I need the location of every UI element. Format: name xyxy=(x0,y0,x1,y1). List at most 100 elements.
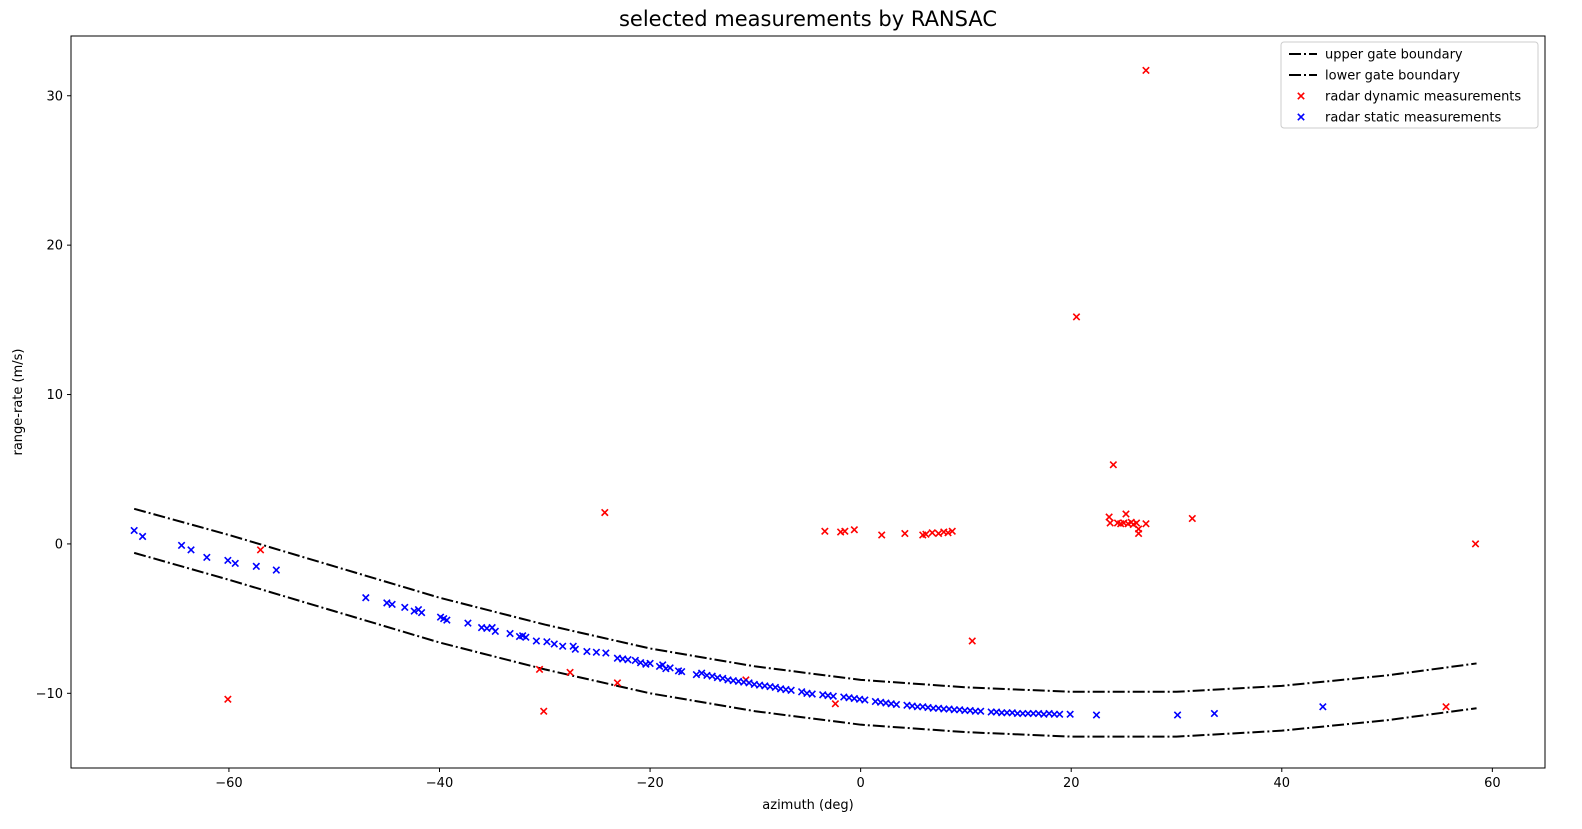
legend-box xyxy=(1280,41,1539,129)
data-point xyxy=(850,525,859,534)
data-point xyxy=(829,692,838,701)
y-axis-label: range-rate (m/s) xyxy=(11,349,26,456)
data-point xyxy=(1106,519,1114,527)
x-tick-label: 0 xyxy=(857,776,865,791)
data-point xyxy=(1173,711,1182,719)
data-point xyxy=(666,664,674,672)
gate-line xyxy=(133,507,1477,693)
data-point xyxy=(138,532,147,541)
data-point xyxy=(464,619,472,627)
legend-label: radar static measurements xyxy=(1325,111,1502,126)
legend-item: radar dynamic measurements xyxy=(1297,90,1521,105)
legend-label: radar dynamic measurements xyxy=(1325,90,1521,105)
data-point xyxy=(808,690,816,698)
x-axis-label: azimuth (deg) xyxy=(762,798,853,813)
data-point xyxy=(1210,709,1219,718)
data-point xyxy=(718,674,727,683)
legend-label: upper gate boundary xyxy=(1325,48,1463,63)
data-point xyxy=(550,640,559,648)
data-point xyxy=(256,546,265,554)
data-point xyxy=(928,528,937,537)
x-tick-label: 40 xyxy=(1274,776,1291,791)
data-point xyxy=(522,633,530,642)
data-point xyxy=(388,600,396,609)
y-tick-label: 30 xyxy=(46,89,63,104)
data-point xyxy=(177,541,186,550)
legend-marker-swatch xyxy=(1297,113,1305,121)
data-point xyxy=(506,629,514,638)
x-tick-label: −40 xyxy=(426,776,453,791)
data-point xyxy=(697,669,706,677)
data-point xyxy=(1092,711,1101,719)
data-point xyxy=(1105,513,1113,521)
data-point xyxy=(646,659,654,668)
series-radar-static-measurements xyxy=(130,526,1327,719)
data-point xyxy=(558,642,567,651)
data-point xyxy=(417,608,426,617)
data-point xyxy=(539,707,548,715)
data-point xyxy=(1055,710,1064,718)
series-upper-gate-boundary xyxy=(133,507,1477,693)
data-point xyxy=(631,656,640,665)
data-point xyxy=(944,528,952,537)
data-point xyxy=(203,553,211,562)
data-point xyxy=(613,679,622,687)
y-axis: −10 0 10 20 30 xyxy=(36,89,71,702)
data-point xyxy=(841,527,849,535)
data-point xyxy=(948,527,957,535)
data-point xyxy=(1109,460,1118,469)
data-point xyxy=(1122,510,1130,518)
series-lower-gate-boundary xyxy=(133,551,1477,738)
data-point xyxy=(1142,66,1150,75)
data-point xyxy=(771,683,780,692)
data-point xyxy=(636,658,645,667)
data-point xyxy=(272,566,281,574)
data-point xyxy=(410,607,418,615)
legend-item: radar static measurements xyxy=(1297,111,1502,126)
data-point xyxy=(624,655,632,664)
data-point xyxy=(1072,313,1081,321)
y-tick-label: 0 xyxy=(55,537,63,552)
y-tick-label: −10 xyxy=(36,687,63,702)
data-point xyxy=(861,696,869,704)
data-point xyxy=(130,526,138,535)
data-point xyxy=(362,593,370,602)
data-point xyxy=(708,672,716,680)
data-point xyxy=(231,559,240,568)
data-point xyxy=(601,508,609,517)
data-point xyxy=(1442,702,1450,711)
data-point xyxy=(901,529,909,538)
data-point xyxy=(383,599,391,607)
data-point xyxy=(532,637,541,645)
data-point xyxy=(224,556,232,565)
data-point xyxy=(571,645,580,654)
data-point xyxy=(922,530,930,538)
x-tick-label: −20 xyxy=(636,776,663,791)
y-tick-label: 10 xyxy=(46,388,63,403)
data-point xyxy=(224,695,232,704)
data-point xyxy=(877,531,886,539)
x-tick-label: 20 xyxy=(1063,776,1080,791)
data-point xyxy=(583,647,591,656)
data-point xyxy=(1319,702,1327,711)
legend-marker-swatch xyxy=(1297,92,1305,100)
legend-label: lower gate boundary xyxy=(1325,69,1460,84)
data-point xyxy=(934,529,943,538)
data-point xyxy=(1471,540,1480,548)
x-tick-label: 60 xyxy=(1484,776,1501,791)
x-axis: −60 −40 −20 0 20 40 60 xyxy=(215,768,1501,791)
x-tick-label: −60 xyxy=(215,776,242,791)
data-point xyxy=(892,700,901,709)
data-point xyxy=(745,679,753,687)
data-point xyxy=(535,665,544,674)
data-point xyxy=(976,707,985,715)
data-point xyxy=(491,627,500,636)
data-point xyxy=(602,649,610,657)
data-point xyxy=(1134,529,1143,538)
data-point xyxy=(1066,710,1074,718)
data-point xyxy=(797,688,806,696)
data-point xyxy=(592,648,601,656)
data-point xyxy=(787,686,795,695)
chart-title: selected measurements by RANSAC xyxy=(619,7,997,31)
